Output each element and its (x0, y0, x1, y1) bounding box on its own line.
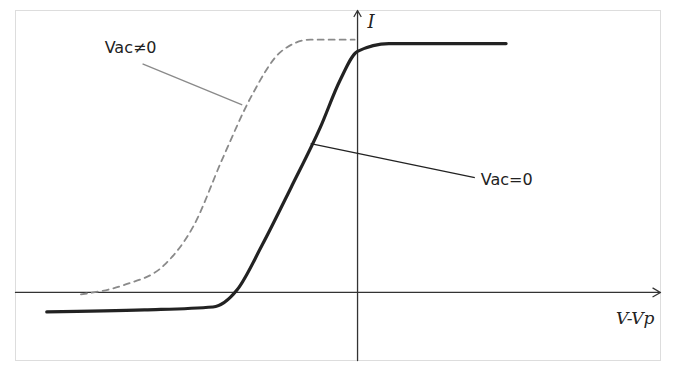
svg-text:Vac≠0: Vac≠0 (105, 38, 157, 57)
svg-text:I: I (367, 11, 376, 32)
svg-text:V-Vp: V-Vp (616, 308, 655, 328)
svg-text:Vac=0: Vac=0 (481, 170, 533, 189)
